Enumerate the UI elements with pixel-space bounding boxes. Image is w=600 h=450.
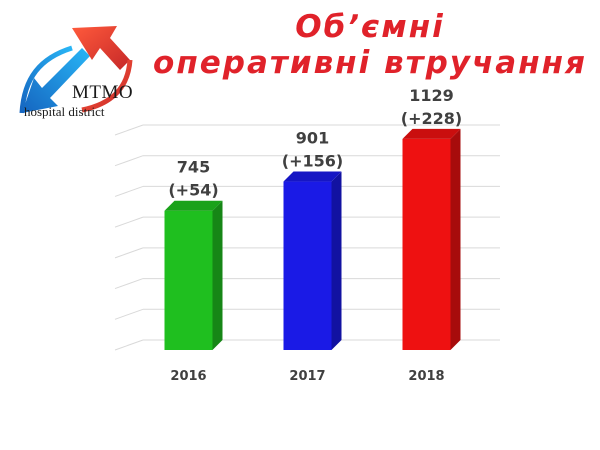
bar-side-2016 bbox=[212, 200, 223, 350]
change-label-2016: (+54) bbox=[168, 181, 218, 200]
bar-2017 bbox=[283, 181, 332, 350]
change-label-2017: (+156) bbox=[282, 152, 343, 171]
bar-side-2018 bbox=[450, 128, 461, 350]
gridline-depth bbox=[114, 124, 144, 136]
gridline-depth bbox=[114, 216, 144, 228]
logo-subtitle: hospital district bbox=[24, 104, 105, 119]
gridline-depth bbox=[114, 155, 144, 167]
x-tick-label-2017: 2017 bbox=[289, 369, 325, 384]
bar-top-2017 bbox=[283, 171, 342, 182]
gridline-depth bbox=[114, 278, 144, 290]
page-title-line1: Об’ємні bbox=[295, 9, 445, 45]
gridline-depth bbox=[114, 308, 144, 320]
data-label-2016: 745 bbox=[177, 158, 210, 177]
data-label-2017: 901 bbox=[296, 129, 329, 148]
change-label-2018: (+228) bbox=[401, 109, 462, 128]
gridline-depth bbox=[114, 339, 144, 351]
logo-name: MTMO bbox=[72, 82, 134, 103]
gridline-depth bbox=[114, 247, 144, 259]
bar-2016 bbox=[164, 210, 213, 350]
gridline-depth bbox=[114, 185, 144, 197]
x-tick-label-2016: 2016 bbox=[170, 369, 206, 384]
bar-top-2016 bbox=[164, 200, 223, 211]
page-title-line2: оперативні втручання bbox=[153, 45, 587, 81]
x-tick-label-2018: 2018 bbox=[408, 369, 444, 384]
data-label-2018: 1129 bbox=[409, 86, 454, 105]
hospital-logo-icon bbox=[19, 26, 133, 114]
bar-top-2018 bbox=[402, 128, 461, 139]
bar-side-2017 bbox=[331, 171, 342, 350]
bar-2018 bbox=[402, 138, 451, 350]
